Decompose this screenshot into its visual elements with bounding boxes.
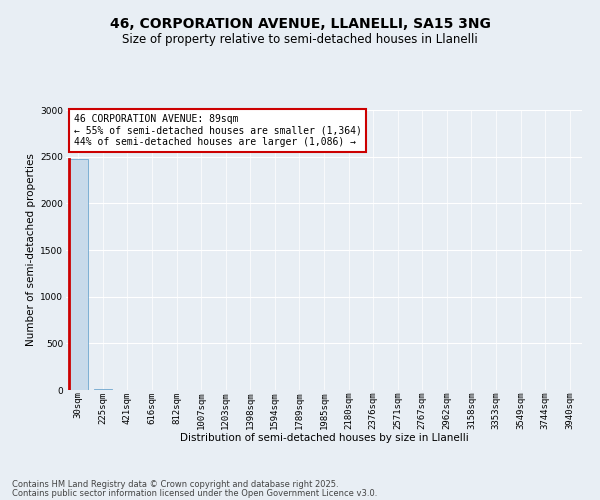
Y-axis label: Number of semi-detached properties: Number of semi-detached properties bbox=[26, 154, 36, 346]
Text: Size of property relative to semi-detached houses in Llanelli: Size of property relative to semi-detach… bbox=[122, 32, 478, 46]
Text: Contains HM Land Registry data © Crown copyright and database right 2025.: Contains HM Land Registry data © Crown c… bbox=[12, 480, 338, 489]
Bar bbox=[69, 158, 88, 390]
X-axis label: Distribution of semi-detached houses by size in Llanelli: Distribution of semi-detached houses by … bbox=[179, 433, 469, 443]
Bar bbox=[94, 389, 112, 390]
Text: Contains public sector information licensed under the Open Government Licence v3: Contains public sector information licen… bbox=[12, 489, 377, 498]
Text: 46 CORPORATION AVENUE: 89sqm
← 55% of semi-detached houses are smaller (1,364)
4: 46 CORPORATION AVENUE: 89sqm ← 55% of se… bbox=[74, 114, 362, 148]
Text: 46, CORPORATION AVENUE, LLANELLI, SA15 3NG: 46, CORPORATION AVENUE, LLANELLI, SA15 3… bbox=[110, 18, 490, 32]
